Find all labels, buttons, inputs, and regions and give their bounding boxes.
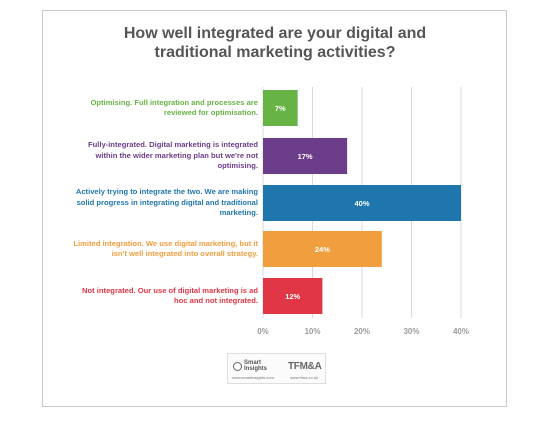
category-label-line: within the wider marketing plan but we'r… [95,150,258,160]
category-label: Not integrated. Our use of digital marke… [68,286,258,307]
bar [263,90,298,126]
chart-title-line-2: traditional marketing activities? [154,44,396,61]
category-label-line: Fully-integrated. Digital marketing is i… [87,140,258,150]
category-label-line: solid progress in integrating digital an… [76,197,258,207]
category-label-line: marketing. [219,208,258,218]
x-tick-label: 30% [403,327,419,336]
smart-insights-logo-icon [233,361,242,371]
smart-insights-logo: Smart Insights [233,360,267,372]
x-tick-label: 0% [257,327,269,336]
smart-insights-logo-word-1: Smart [244,360,262,366]
bar [263,185,461,221]
category-label-line: reviewed for optimisation. [163,108,258,117]
bar [263,278,323,314]
category-label-line: Optimising. Full integration and process… [90,97,258,107]
category-label-line: Limited integration. We use digital mark… [73,238,258,248]
x-tick-label: 10% [304,327,320,336]
category-label-line: hoc and not integrated. [174,296,258,305]
chart-title: How well integrated are your digital and… [0,24,550,62]
smart-insights-logo-word-2: Insights [244,366,268,372]
category-label: Optimising. Full integration and process… [68,98,258,119]
smart-insights-url: www.smartinsights.com [232,375,274,380]
sponsor-logo-panel [227,353,326,384]
category-label: Limited integration. We use digital mark… [68,239,258,260]
category-label: Actively trying to integrate the two. We… [68,187,258,219]
chart-title-line-1: How well integrated are your digital and [123,25,427,42]
category-label: Fully-integrated. Digital marketing is i… [68,140,258,172]
bar-value-label: 7% [275,104,286,113]
bar-value-label: 17% [298,152,313,161]
category-label-line: isn't well integrated into overall strat… [111,249,258,258]
bar [263,138,348,174]
tfma-logo: TFM&A [288,361,322,372]
category-label-line: optimising. [217,161,259,171]
x-tick-label: 40% [453,327,469,336]
category-label-line: Actively trying to integrate the two. We… [75,187,258,197]
bar-value-label: 12% [285,292,300,301]
x-tick-label: 20% [354,327,370,336]
bar-value-label: 24% [315,245,330,254]
category-label-line: Not integrated. Our use of digital marke… [82,285,258,295]
bar [263,231,382,267]
bar-value-label: 40% [354,199,369,208]
tfma-url: www.tfma.co.uk [290,375,319,380]
